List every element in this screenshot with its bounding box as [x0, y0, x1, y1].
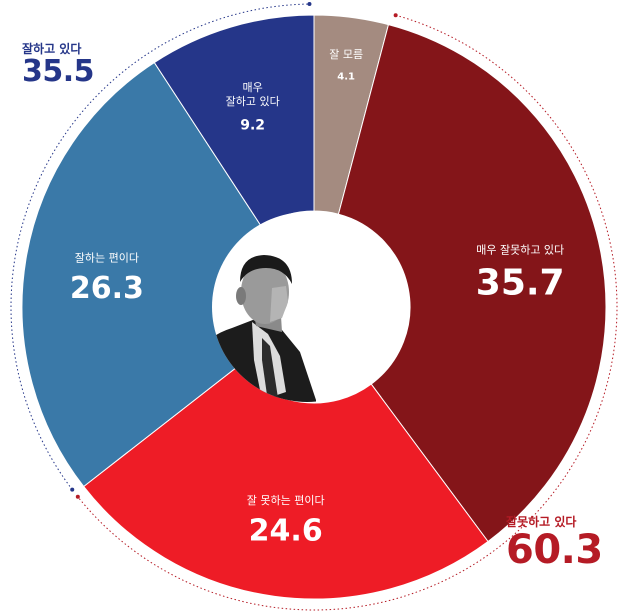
negative-group-name: 잘못하고 있다 [506, 515, 577, 529]
slice-value-0: 4.1 [337, 72, 355, 83]
slice-2 [82, 365, 489, 600]
slice-labels: 잘 모름 4.1 매우 잘못하고 있다 35.7 잘 못하는 편이다 24.6 잘하는 편이… [70, 48, 565, 549]
arc-endpoint-dot [70, 487, 75, 492]
slice-value-2: 24.6 [249, 514, 323, 549]
slice-label-2: 잘 못하는 편이다 [247, 493, 325, 507]
slice-label-4-line-0: 매우 [243, 81, 263, 94]
slice-label-4-line-1: 잘하고 있다 [226, 94, 280, 108]
slice-value-1: 35.7 [476, 262, 565, 303]
slice-label-1: 매우 잘못하고 있다 [476, 242, 564, 256]
outer-dotted-arcs [10, 2, 618, 611]
arc-endpoint-dot [75, 494, 80, 499]
person-photo [212, 212, 402, 402]
slice-value-3: 26.3 [70, 271, 144, 306]
arc-endpoint-dot [307, 2, 312, 7]
arc-endpoint-dot [393, 13, 398, 18]
slice-label-3: 잘하는 편이다 [75, 250, 139, 264]
slice-label-0: 잘 모름 [329, 48, 363, 61]
slice-value-4: 9.2 [240, 117, 265, 133]
negative-group-label: 잘못하고 있다 60.3 [506, 513, 603, 570]
negative-group-arc [77, 14, 618, 611]
slices [21, 14, 607, 600]
positive-group-value: 35.5 [22, 54, 95, 89]
slice-1 [337, 24, 607, 543]
negative-group-value: 60.3 [506, 527, 603, 573]
positive-group-label: 잘하고 있다 35.5 [22, 40, 95, 89]
positive-group-name: 잘하고 있다 [22, 42, 82, 56]
